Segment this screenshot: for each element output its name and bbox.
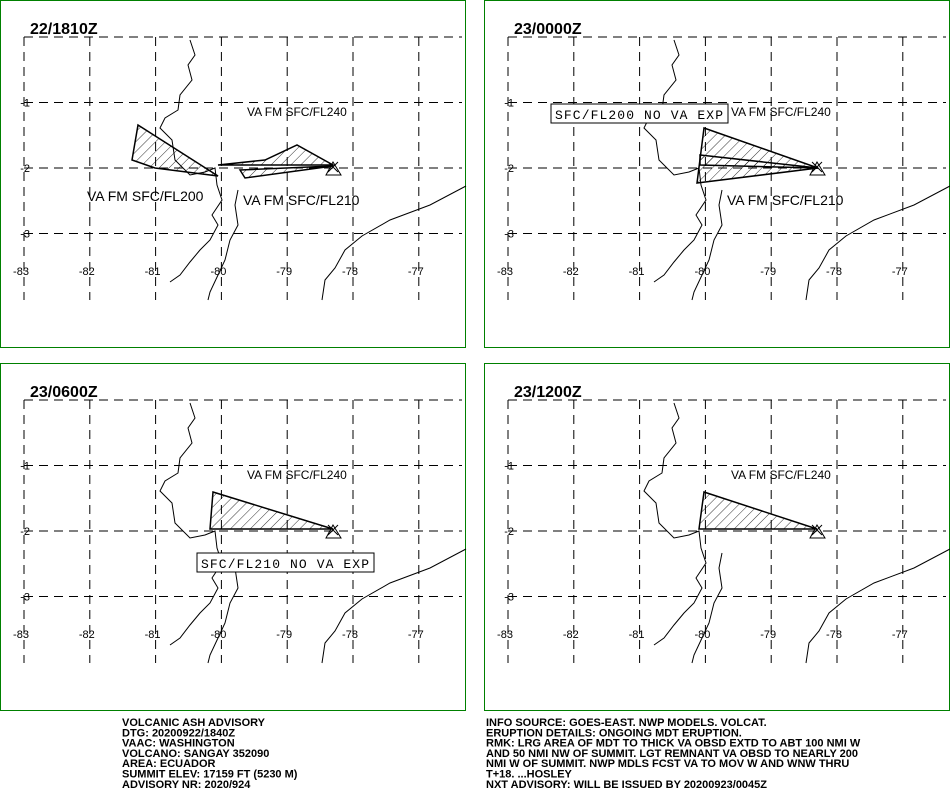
footer-line: DTG: 20200922/1840Z [122, 727, 235, 739]
footer-line: NXT ADVISORY: WILL BE ISSUED BY 20200923… [486, 779, 767, 791]
panel-border [0, 0, 466, 348]
panel-border [0, 363, 466, 711]
ash-label: SFC/FL210 NO VA EXP [201, 557, 369, 572]
ash-area [217, 144, 336, 166]
lon-tick-label: -82 [79, 629, 95, 641]
footer-line: VOLCANIC ASH ADVISORY [122, 717, 266, 729]
lat-tick-label: -1 [20, 98, 30, 110]
lon-tick-label: -80 [694, 266, 710, 278]
lon-tick-label: -78 [342, 266, 358, 278]
footer-line: VOLCANO: SANGAY 352090 [122, 748, 269, 760]
footer-line: AREA: ECUADOR [122, 758, 216, 770]
panel: 22/1810Z VA FM SFC/FL240 VA FM SFC/FL200… [0, 0, 467, 348]
lon-tick-label: -81 [145, 629, 161, 641]
ash-label: SFC/FL200 NO VA EXP [555, 108, 723, 123]
lon-tick-label: -79 [760, 266, 776, 278]
lon-tick-label: -78 [826, 629, 842, 641]
footer-line: RMK: LRG AREA OF MDT TO THICK VA OBSD EX… [486, 738, 861, 750]
lon-tick-label: -83 [497, 266, 513, 278]
lon-tick-label: -80 [210, 629, 226, 641]
lat-tick-label: -3 [20, 592, 30, 604]
footer-line: SUMMIT ELEV: 17159 FT (5230 M) [122, 769, 298, 781]
footer-line: VAAC: WASHINGTON [122, 738, 235, 750]
lon-tick-label: -81 [629, 629, 645, 641]
lon-tick-label: -81 [145, 266, 161, 278]
ash-area [699, 154, 819, 169]
lat-tick-label: -2 [504, 526, 514, 538]
lat-tick-label: -1 [504, 98, 514, 110]
lon-tick-label: -77 [408, 266, 424, 278]
panel: VA FM SFC/FL240 23/1200Z -83 -82 -81 -80 -79… [484, 363, 950, 711]
coastline [159, 402, 467, 664]
ash-area [698, 491, 818, 530]
lon-tick-label: -77 [892, 266, 908, 278]
lat-tick-label: -2 [504, 163, 514, 175]
panel: SFC/FL200 NO VA EXP VA FM SFC/FL240 VA F… [484, 0, 950, 348]
lon-tick-label: -80 [694, 629, 710, 641]
time-label: 23/0000Z [514, 21, 582, 38]
lat-tick-label: -3 [504, 592, 514, 604]
ash-label: VA FM SFC/FL200 [87, 188, 204, 204]
lon-tick-label: -79 [276, 629, 292, 641]
ash-label: VA FM SFC/FL210 [243, 192, 360, 208]
lat-tick-label: -2 [20, 526, 30, 538]
ash-area [209, 491, 334, 530]
ash-label: VA FM SFC/FL240 [247, 468, 347, 482]
ash-label: VA FM SFC/FL240 [731, 468, 831, 482]
footer-line: ERUPTION DETAILS: ONGOING MDT ERUPTION. [486, 727, 742, 739]
ash-area [238, 165, 334, 179]
footer-line: T+18. ...HOSLEY [486, 769, 573, 781]
panel: SFC/FL210 NO VA EXP VA FM SFC/FL240 23/0… [0, 363, 467, 711]
footer-line: INFO SOURCE: GOES-EAST. NWP MODELS. VOLC… [486, 717, 767, 729]
lon-tick-label: -77 [408, 629, 424, 641]
lat-tick-label: -3 [20, 229, 30, 241]
lon-tick-label: -82 [563, 266, 579, 278]
lat-tick-label: -1 [20, 461, 30, 473]
ash-label: VA FM SFC/FL240 [247, 105, 347, 119]
lat-tick-label: -1 [504, 461, 514, 473]
time-label: 22/1810Z [30, 21, 98, 38]
label-box [550, 103, 729, 124]
footer-line: ADVISORY NR: 2020/924 [122, 779, 251, 791]
lat-tick-label: -3 [504, 229, 514, 241]
lon-tick-label: -78 [826, 266, 842, 278]
lon-tick-label: -78 [342, 629, 358, 641]
lon-tick-label: -77 [892, 629, 908, 641]
footer-line: NMI W OF SUMMIT. NWP MDLS FCST VA TO MOV… [486, 758, 849, 770]
lon-tick-label: -79 [760, 629, 776, 641]
ash-area [696, 126, 819, 184]
lon-tick-label: -83 [13, 266, 29, 278]
time-label: 23/0600Z [30, 384, 98, 401]
lon-tick-label: -82 [79, 266, 95, 278]
lat-tick-label: -2 [20, 163, 30, 175]
lon-tick-label: -80 [210, 266, 226, 278]
ash-label: VA FM SFC/FL210 [727, 192, 844, 208]
ash-label: VA FM SFC/FL240 [731, 105, 831, 119]
lon-tick-label: -81 [629, 266, 645, 278]
footer-line: AND 50 NMI NW OF SUMMIT. LGT REMNANT VA … [486, 748, 858, 760]
lon-tick-label: -83 [13, 629, 29, 641]
ash-area [131, 123, 219, 177]
coastline [643, 402, 950, 664]
lon-tick-label: -82 [563, 629, 579, 641]
time-label: 23/1200Z [514, 384, 582, 401]
label-box [196, 552, 375, 573]
panel-border [484, 363, 950, 711]
lon-tick-label: -83 [497, 629, 513, 641]
footer-right: INFO SOURCE: GOES-EAST. NWP MODELS. VOLC… [486, 717, 861, 791]
lon-tick-label: -79 [276, 266, 292, 278]
